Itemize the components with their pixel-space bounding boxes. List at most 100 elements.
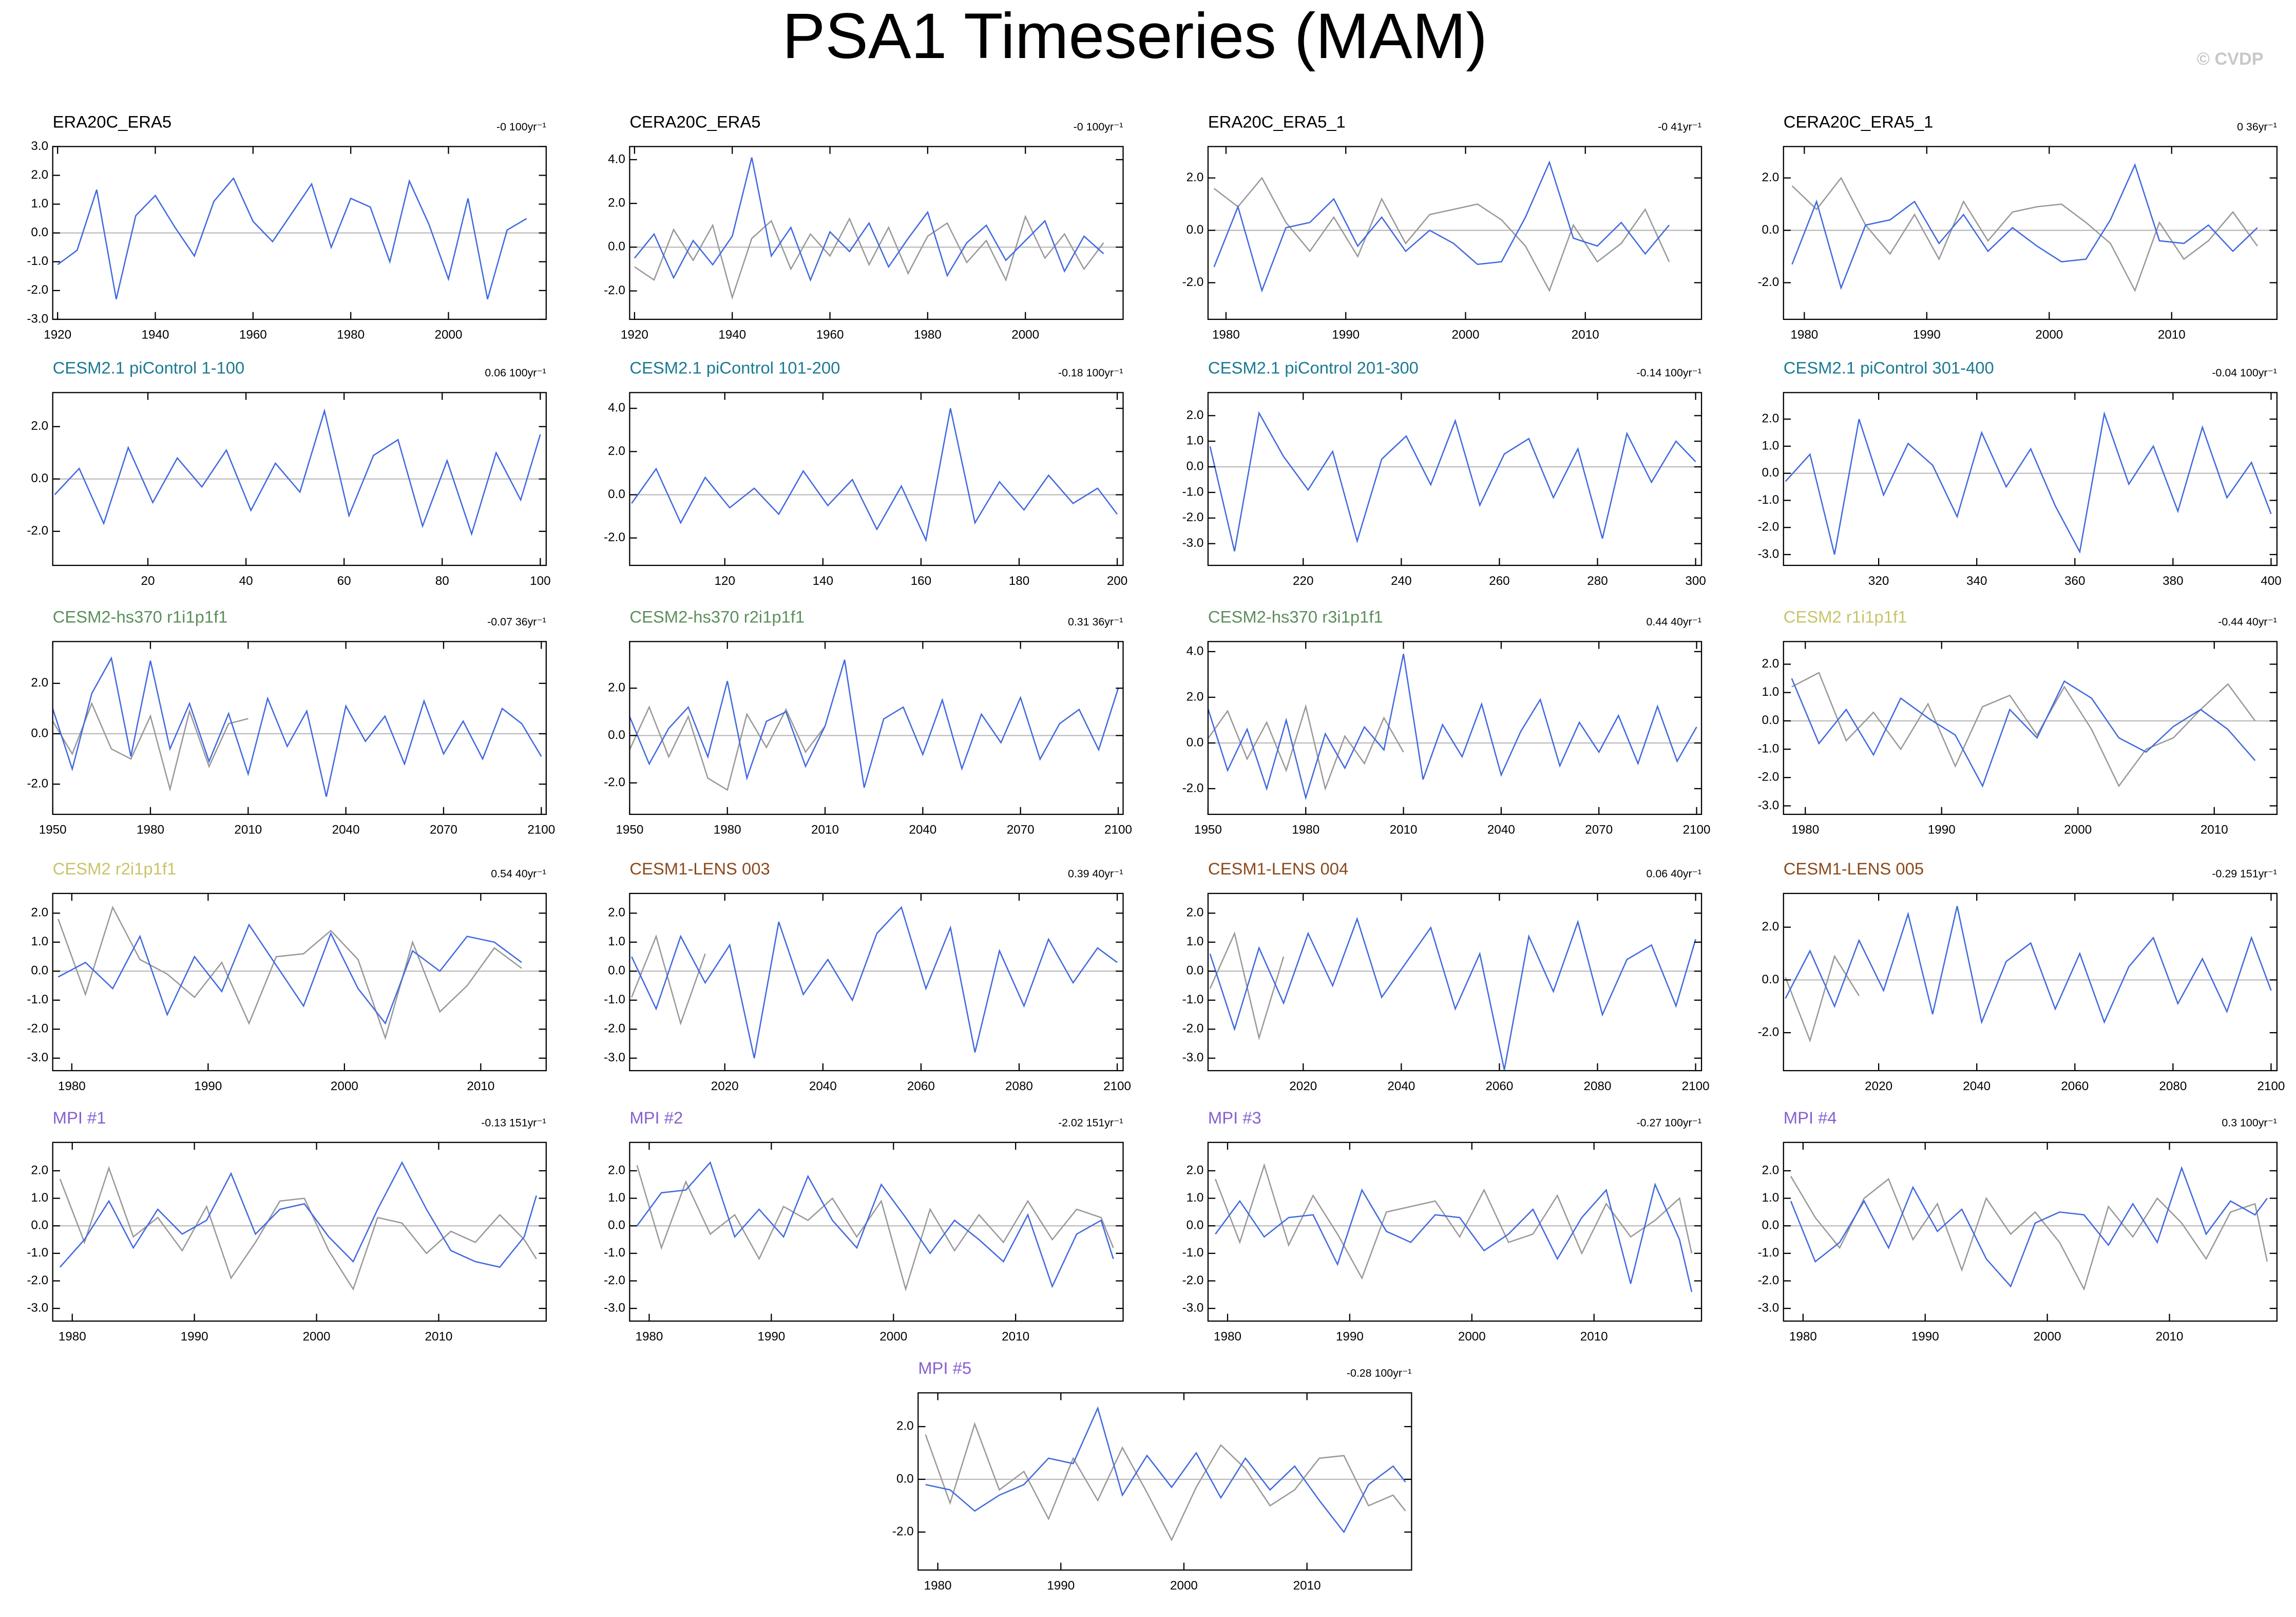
series-line — [1207, 654, 1697, 801]
panel-title: CESM2.1 piControl 301-400 — [1784, 358, 1994, 377]
y-tick-label: 1.0 — [1187, 935, 1204, 948]
trend-annotation: 0.06 40yr⁻¹ — [1647, 867, 1702, 880]
x-tick-label: 1980 — [58, 1079, 86, 1093]
x-tick-label: 2060 — [907, 1079, 935, 1093]
y-tick-label: 2.0 — [1762, 1163, 1780, 1177]
y-tick-label: 1.0 — [31, 1191, 48, 1205]
x-tick-label: 340 — [1966, 574, 1987, 588]
series-line — [57, 177, 527, 299]
y-tick-label: -2.0 — [1757, 1273, 1779, 1287]
series-line — [631, 408, 1118, 543]
x-tick-label: 2100 — [1103, 1079, 1131, 1093]
plot-frame — [1783, 392, 2278, 566]
x-tick-label: 160 — [911, 574, 931, 588]
x-tick-label: 1990 — [1913, 328, 1941, 342]
x-tick-label: 2070 — [430, 823, 457, 837]
y-tick-label: -1.0 — [1757, 741, 1779, 755]
trend-annotation: -0.27 100yr⁻¹ — [1637, 1116, 1702, 1129]
x-tick-label: 2100 — [527, 823, 555, 837]
x-tick-label: 2020 — [711, 1079, 739, 1093]
series-line — [629, 659, 1119, 788]
x-tick-label: 2100 — [1683, 823, 1711, 837]
series-line — [631, 906, 1118, 1058]
x-tick-label: 2010 — [1293, 1578, 1321, 1592]
series-line — [59, 1161, 538, 1268]
plot-frame — [1207, 892, 1702, 1072]
figure-title: PSA1 Timeseries (MAM) — [782, 0, 1487, 72]
y-tick-label: -2.0 — [604, 530, 625, 544]
y-tick-label: -2.0 — [1182, 1022, 1204, 1036]
x-tick-label: 240 — [1391, 574, 1411, 588]
panel-title: CESM2 r1i1p1f1 — [1784, 607, 1907, 626]
plot-frame — [52, 1142, 547, 1322]
x-tick-label: 1960 — [239, 328, 267, 342]
series-line — [636, 1165, 1114, 1292]
y-tick-label: 0.0 — [1762, 466, 1780, 480]
trend-annotation: -0.04 100yr⁻¹ — [2212, 367, 2277, 379]
x-tick-label: 1950 — [616, 823, 643, 837]
y-tick-label: -1.0 — [27, 1246, 48, 1260]
series-line — [925, 1406, 1406, 1533]
series-line — [1785, 906, 2272, 1024]
trend-annotation: -0.28 100yr⁻¹ — [1347, 1367, 1412, 1379]
x-tick-label: 1980 — [1790, 328, 1818, 342]
x-tick-label: 2000 — [303, 1329, 331, 1343]
series-line — [634, 215, 1104, 300]
panel: CESM2-hs370 r3i1p1f1 0.44 40yr⁻¹ 4.0 2.0 0.0… — [1182, 607, 1711, 836]
y-tick-label: 1.0 — [1762, 1191, 1780, 1205]
x-tick-label: 20 — [141, 574, 155, 588]
y-tick-label: 0.0 — [1762, 973, 1780, 986]
plot-frame — [1783, 641, 2278, 815]
trend-annotation: -0.14 100yr⁻¹ — [1637, 367, 1702, 379]
x-tick-label: 2010 — [2156, 1329, 2184, 1343]
y-tick-label: -2.0 — [604, 1022, 625, 1036]
series-line — [1790, 1176, 2268, 1291]
x-tick-label: 1920 — [44, 328, 71, 342]
panel-title: CESM2-hs370 r3i1p1f1 — [1208, 607, 1383, 626]
panel: ERA20C_ERA5_1 -0 41yr⁻¹ 2.0 0.0 -2.0 1980 1990… — [1182, 112, 1702, 342]
panel-title: CERA20C_ERA5_1 — [1784, 112, 1934, 131]
panel-title: CESM2.1 piControl 101-200 — [629, 358, 840, 377]
x-tick-label: 2020 — [1289, 1079, 1317, 1093]
x-tick-label: 1980 — [337, 328, 365, 342]
y-tick-label: 1.0 — [31, 197, 48, 211]
panel-title: CESM2 r2i1p1f1 — [53, 859, 177, 878]
x-tick-label: 2040 — [909, 823, 936, 837]
x-tick-label: 2010 — [1390, 823, 1418, 837]
trend-annotation: -0.18 100yr⁻¹ — [1058, 367, 1123, 379]
y-tick-label: -3.0 — [27, 1301, 48, 1315]
x-tick-label: 2000 — [1170, 1578, 1198, 1592]
panel-title: MPI #3 — [1208, 1108, 1261, 1127]
series-line — [52, 656, 542, 797]
x-tick-label: 2100 — [1104, 823, 1132, 837]
y-tick-label: -3.0 — [604, 1051, 625, 1064]
panel: CERA20C_ERA5_1 0 36yr⁻¹ 2.0 0.0 -2.0 1980 1990… — [1757, 112, 2278, 342]
trend-annotation: -0.07 36yr⁻¹ — [487, 616, 546, 628]
x-tick-label: 60 — [337, 574, 351, 588]
panel-title: MPI #5 — [918, 1358, 971, 1377]
y-tick-label: 2.0 — [896, 1419, 914, 1433]
panel: CESM1-LENS 003 0.39 40yr⁻¹ 2.0 1.0 0.0 -1.0 -2… — [604, 859, 1131, 1093]
panel: CESM2.1 piControl 201-300 -0.14 100yr⁻¹ 2.… — [1182, 358, 1706, 588]
x-tick-label: 2080 — [2159, 1079, 2187, 1093]
x-tick-label: 2080 — [1584, 1079, 1612, 1093]
panel: CESM2-hs370 r2i1p1f1 0.31 36yr⁻¹ 2.0 0.0 -2.… — [604, 607, 1132, 836]
y-tick-label: -3.0 — [1182, 536, 1204, 550]
x-tick-label: 1980 — [914, 328, 942, 342]
series-line — [58, 923, 522, 1025]
x-tick-label: 1940 — [718, 328, 746, 342]
y-tick-label: 2.0 — [1762, 170, 1780, 184]
trend-annotation: 0.06 100yr⁻¹ — [485, 367, 546, 379]
x-tick-label: 2010 — [2201, 823, 2228, 837]
trend-annotation: -2.02 151yr⁻¹ — [1058, 1116, 1123, 1129]
y-tick-label: -2.0 — [1757, 275, 1779, 289]
plot-frame — [629, 392, 1124, 566]
panel-title: CESM2-hs370 r2i1p1f1 — [629, 607, 805, 626]
x-tick-label: 2020 — [1865, 1079, 1892, 1093]
y-tick-label: 0.0 — [608, 240, 625, 254]
x-tick-label: 2000 — [1452, 328, 1480, 342]
y-tick-label: -2.0 — [1757, 770, 1779, 784]
x-tick-label: 360 — [2064, 574, 2085, 588]
y-tick-label: -2.0 — [27, 776, 48, 790]
